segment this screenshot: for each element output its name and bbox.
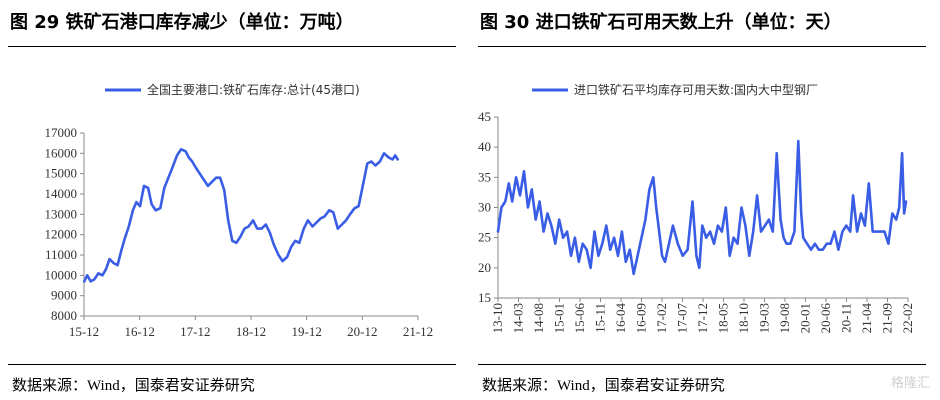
- x-tick-label: 19-08: [777, 303, 792, 333]
- y-tick-label: 13000: [45, 206, 78, 221]
- watermark-text: 格隆汇: [890, 376, 930, 391]
- y-tick-label: 10000: [45, 267, 78, 282]
- source-rule: [478, 364, 926, 365]
- title-rule: [8, 46, 456, 47]
- x-tick-label: 17-02: [654, 303, 669, 333]
- y-tick-label: 15: [478, 290, 491, 305]
- figure-30-source: 数据来源：Wind，国泰君安证券研究: [482, 378, 725, 394]
- y-tick-label: 8000: [51, 308, 77, 323]
- series-line: [496, 139, 908, 276]
- figure-30-title: 图 30 进口铁矿石可用天数上升（单位：天）: [480, 12, 842, 33]
- x-tick-label: 19-12: [291, 324, 321, 339]
- y-tick-label: 15000: [45, 166, 78, 181]
- figure-29-title: 图 29 铁矿石港口库存减少（单位：万吨）: [10, 12, 354, 33]
- figure-29-source: 数据来源：Wind，国泰君安证券研究: [12, 378, 255, 394]
- x-tick-label: 21-12: [403, 324, 433, 339]
- x-tick-label: 20-12: [347, 324, 377, 339]
- x-tick-label: 20-06: [818, 303, 833, 334]
- legend-label: 进口铁矿石平均库存可用天数:国内大中型钢厂: [574, 82, 818, 97]
- x-tick-label: 15-12: [69, 324, 99, 339]
- x-tick-label: 15-01: [552, 303, 567, 333]
- x-tick-label: 20-11: [839, 303, 854, 333]
- x-tick-label: 15-11: [593, 303, 608, 333]
- x-tick-label: 21-04: [859, 303, 874, 334]
- figure-29-panel: 图 29 铁矿石港口库存减少（单位：万吨） 8000 9000 10000 11000…: [0, 0, 460, 400]
- x-tick-label: 19-03: [757, 303, 772, 333]
- x-tick-label: 16-04: [613, 303, 628, 334]
- x-tick-label: 14-03: [511, 303, 526, 333]
- y-tick-label: 20: [478, 260, 491, 275]
- x-tick-label: 18-05: [716, 303, 731, 333]
- y-tick-label: 35: [478, 169, 491, 184]
- y-tick-label: 12000: [45, 227, 78, 242]
- y-tick-label: 11000: [45, 247, 77, 262]
- inventory-days-chart: 15 20 25 30 35 40 45 13-10 14-03 14-08 15-01 15-06 1…: [478, 82, 915, 334]
- y-tick-label: 45: [478, 109, 491, 124]
- y-tick-label: 17000: [45, 125, 78, 140]
- y-tick-label: 16000: [45, 145, 78, 160]
- source-rule: [8, 364, 456, 365]
- legend-label: 全国主要港口:铁矿石库存:总计(45港口): [147, 82, 360, 97]
- x-tick-label: 21-09: [880, 303, 895, 333]
- port-inventory-chart: 8000 9000 10000 11000 12000 13000 14000 15000 16…: [45, 82, 434, 339]
- x-tick-label: 20-01: [798, 303, 813, 333]
- x-tick-label: 18-10: [736, 303, 751, 333]
- y-tick-label: 30: [478, 200, 491, 215]
- watermark-logo: 格隆汇: [891, 372, 930, 391]
- x-tick-label: 15-06: [572, 303, 587, 334]
- series-line: [82, 148, 400, 283]
- title-rule: [478, 46, 926, 47]
- y-tick-label: 40: [478, 139, 491, 154]
- x-tick-label: 18-12: [236, 324, 266, 339]
- x-tick-label: 14-08: [531, 303, 546, 333]
- x-tick-label: 16-09: [634, 303, 649, 333]
- x-tick-label: 13-10: [490, 303, 505, 333]
- x-tick-label: 22-02: [900, 303, 915, 333]
- y-tick-label: 14000: [45, 186, 78, 201]
- x-tick-label: 17-07: [675, 303, 690, 334]
- x-tick-label: 17-12: [180, 324, 210, 339]
- figure-30-panel: 图 30 进口铁矿石可用天数上升（单位：天） 15 20 25 30 35 40 45 13-…: [470, 0, 930, 400]
- y-tick-label: 9000: [51, 288, 77, 303]
- y-tick-label: 25: [478, 230, 491, 245]
- x-tick-label: 17-12: [695, 303, 710, 333]
- x-tick-label: 16-12: [124, 324, 154, 339]
